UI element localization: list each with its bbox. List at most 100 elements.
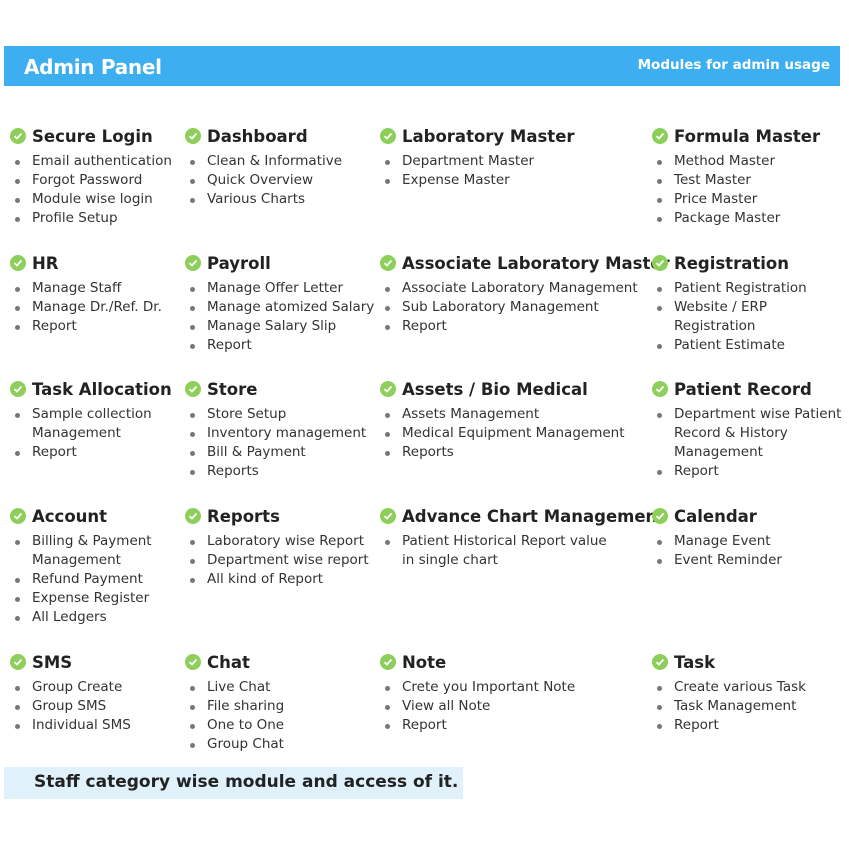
feature-list: Create various Task Task Management Report [652,678,806,735]
feature-item: View all Note [380,697,575,716]
feature-item: Manage Dr./Ref. Dr. [10,298,162,317]
feature-list: Laboratory wise Report Department wise re… [185,532,369,589]
module-section: Reports Laboratory wise Report Department … [185,505,369,589]
module-section: Task Allocation Sample collection Managem… [10,378,172,462]
feature-item: Medical Equipment Management [380,424,625,443]
module-heading: Chat [185,651,284,673]
check-circle-icon [652,381,668,397]
feature-item: Group SMS [10,697,131,716]
feature-list: Manage Event Event Reminder [652,532,782,570]
footer-banner: Staff category wise module and access of… [4,767,463,799]
module-title: Payroll [207,253,271,273]
module-section: Payroll Manage Offer Letter Manage atomize… [185,252,374,355]
feature-item: File sharing [185,697,284,716]
check-circle-icon [10,255,26,271]
feature-item: Method Master [652,152,820,171]
feature-item: Group Create [10,678,131,697]
check-circle-icon [185,255,201,271]
footer-text: Staff category wise module and access of… [34,772,459,792]
module-heading: Formula Master [652,125,820,147]
feature-item: Patient Estimate [652,336,849,355]
feature-item: Laboratory wise Report [185,532,369,551]
module-title: Laboratory Master [402,126,575,146]
feature-item: Report [10,317,162,336]
module-heading: Advance Chart Management [380,505,665,527]
feature-list: Patient Historical Report value in singl… [380,532,665,570]
feature-item: Manage Event [652,532,782,551]
feature-item: Billing & Payment Management [10,532,152,570]
feature-item: Individual SMS [10,716,131,735]
check-circle-icon [380,654,396,670]
check-circle-icon [380,128,396,144]
feature-item: Refund Payment [10,570,152,589]
feature-item: Clean & Informative [185,152,342,171]
module-title: Task [674,652,716,672]
module-section: HR Manage Staff Manage Dr./Ref. Dr. Report [10,252,162,336]
feature-list: Associate Laboratory Management Sub Labor… [380,279,670,336]
module-title: Patient Record [674,379,812,399]
module-section: Note Crete you Important Note View all Not… [380,651,575,735]
feature-list: Manage Staff Manage Dr./Ref. Dr. Report [10,279,162,336]
module-section: Task Create various Task Task Management Re… [652,651,806,735]
feature-item: Sub Laboratory Management [380,298,670,317]
feature-item: Report [652,462,841,481]
feature-item: One to One [185,716,284,735]
feature-item: Website / ERP Registration [652,298,849,336]
module-section: Calendar Manage Event Event Reminder [652,505,782,570]
check-circle-icon [652,128,668,144]
module-heading: Task Allocation [10,378,172,400]
module-heading: Registration [652,252,849,274]
feature-item: Package Master [652,209,820,228]
module-heading: Patient Record [652,378,841,400]
module-title: HR [32,253,59,273]
check-circle-icon [185,381,201,397]
module-heading: SMS [10,651,131,673]
feature-item: Live Chat [185,678,284,697]
feature-item: Email authentication [10,152,172,171]
module-title: Reports [207,506,280,526]
module-heading: Dashboard [185,125,342,147]
module-section: Store Store Setup Inventory management Bill… [185,378,366,481]
module-title: Dashboard [207,126,308,146]
module-section: SMS Group Create Group SMS Individual SMS [10,651,131,735]
module-section: Registration Patient Registration Website … [652,252,849,355]
module-section: Assets / Bio Medical Assets Management Med… [380,378,625,462]
feature-list: Department Master Expense Master [380,152,575,190]
feature-item: Department Master [380,152,575,171]
module-section: Account Billing & Payment Management Refun… [10,505,152,627]
feature-item: Manage Offer Letter [185,279,374,298]
module-title: Assets / Bio Medical [402,379,588,399]
feature-list: Crete you Important Note View all Note Rep… [380,678,575,735]
module-title: Associate Laboratory Master [402,253,670,273]
feature-item: Manage Staff [10,279,162,298]
feature-list: Assets Management Medical Equipment Manag… [380,405,625,462]
feature-list: Group Create Group SMS Individual SMS [10,678,131,735]
header-bar: Admin Panel Modules for admin usage [4,46,840,86]
feature-item: Manage Salary Slip [185,317,374,336]
module-title: Calendar [674,506,757,526]
feature-item: All kind of Report [185,570,369,589]
feature-item: Store Setup [185,405,366,424]
check-circle-icon [380,381,396,397]
feature-item: Forgot Password [10,171,172,190]
module-heading: Task [652,651,806,673]
module-section: Formula Master Method Master Test Master Pr… [652,125,820,228]
feature-item: Patient Registration [652,279,849,298]
check-circle-icon [185,654,201,670]
module-title: Registration [674,253,789,273]
feature-list: Department wise Patient Record & History… [652,405,841,481]
check-circle-icon [10,128,26,144]
feature-list: Store Setup Inventory management Bill & Pa… [185,405,366,481]
feature-item: Crete you Important Note [380,678,575,697]
feature-item: Report [652,716,806,735]
check-circle-icon [380,508,396,524]
module-heading: Note [380,651,575,673]
module-section: Advance Chart Management Patient Historic… [380,505,665,570]
feature-item: Report [380,317,670,336]
module-title: Store [207,379,258,399]
feature-item: Group Chat [185,735,284,754]
module-heading: Assets / Bio Medical [380,378,625,400]
feature-item: Inventory management [185,424,366,443]
module-section: Laboratory Master Department Master Expens… [380,125,575,190]
feature-item: Department wise report [185,551,369,570]
